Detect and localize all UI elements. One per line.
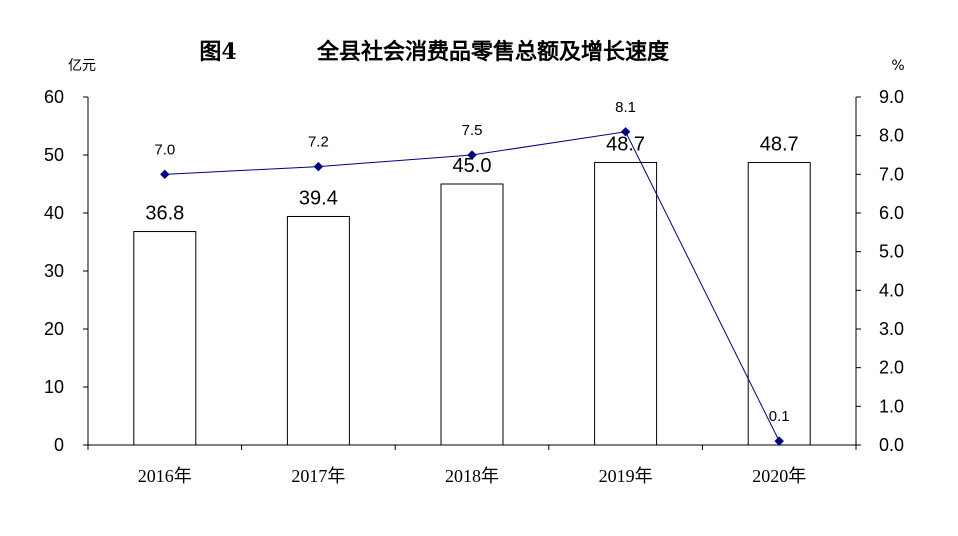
right-tick-label: 1.0 bbox=[879, 396, 904, 416]
line-point-marker bbox=[313, 161, 324, 172]
x-tick-label: 2019年 bbox=[599, 466, 653, 486]
left-tick-label: 20 bbox=[44, 319, 64, 339]
bar bbox=[286, 215, 350, 446]
bar-value-label: 48.7 bbox=[760, 134, 799, 156]
line-point-marker bbox=[160, 169, 170, 180]
left-tick-label: 30 bbox=[44, 261, 64, 281]
line-value-label: 7.2 bbox=[308, 134, 329, 151]
chart-title-prefix: 图4 bbox=[199, 39, 236, 65]
left-tick-label: 60 bbox=[44, 87, 64, 107]
line-point-marker bbox=[467, 150, 477, 160]
x-tick-label: 2017年 bbox=[291, 466, 345, 486]
right-tick-label: 6.0 bbox=[879, 203, 904, 223]
right-axis-unit: % bbox=[891, 58, 904, 74]
x-tick-label: 2016年 bbox=[138, 466, 192, 486]
right-tick-label: 3.0 bbox=[879, 319, 904, 339]
line-value-label: 7.5 bbox=[462, 122, 483, 139]
bar-value-label: 48.7 bbox=[606, 134, 645, 156]
x-tick-label: 2020年 bbox=[752, 466, 806, 486]
bar-value-label: 36.8 bbox=[145, 203, 184, 225]
line-value-label: 0.1 bbox=[769, 408, 790, 425]
bar-value-label: 45.0 bbox=[453, 155, 492, 177]
line-point-marker bbox=[620, 127, 631, 137]
right-tick-label: 2.0 bbox=[879, 358, 904, 378]
line-point-marker bbox=[774, 436, 784, 446]
left-axis-unit: 亿元 bbox=[68, 58, 96, 74]
data-labels: 36.8 39.4 45.0 48.7 48.7 7.0 7.2 7.5 8.1 0.1 bbox=[145, 99, 798, 425]
bar bbox=[594, 162, 658, 446]
left-tick-label: 50 bbox=[44, 145, 64, 165]
right-tick-label: 5.0 bbox=[879, 242, 904, 262]
left-tick-label: 40 bbox=[44, 203, 64, 223]
axes: 0 10 20 30 40 50 60 0.0 1.0 2.0 3.0 4.0 5.0 6.0 7.0 8.0… bbox=[44, 87, 904, 486]
bar-series bbox=[133, 162, 811, 446]
bar-value-label: 39.4 bbox=[299, 187, 338, 209]
line-series bbox=[160, 127, 784, 446]
left-tick-label: 0 bbox=[54, 435, 64, 455]
bar bbox=[133, 231, 197, 446]
line-value-label: 7.0 bbox=[154, 141, 175, 158]
bar bbox=[440, 183, 504, 446]
chart-title: 全县社会消费品零售总额及增长速度 bbox=[316, 39, 670, 65]
right-tick-label: 8.0 bbox=[879, 126, 904, 146]
right-tick-label: 7.0 bbox=[879, 164, 904, 184]
x-tick-label: 2018年 bbox=[445, 466, 499, 486]
right-tick-label: 9.0 bbox=[879, 87, 904, 107]
right-tick-label: 0.0 bbox=[879, 435, 904, 455]
left-tick-label: 10 bbox=[44, 377, 64, 397]
line-value-label: 8.1 bbox=[615, 99, 636, 116]
bar bbox=[747, 162, 811, 446]
right-tick-label: 4.0 bbox=[879, 280, 904, 300]
